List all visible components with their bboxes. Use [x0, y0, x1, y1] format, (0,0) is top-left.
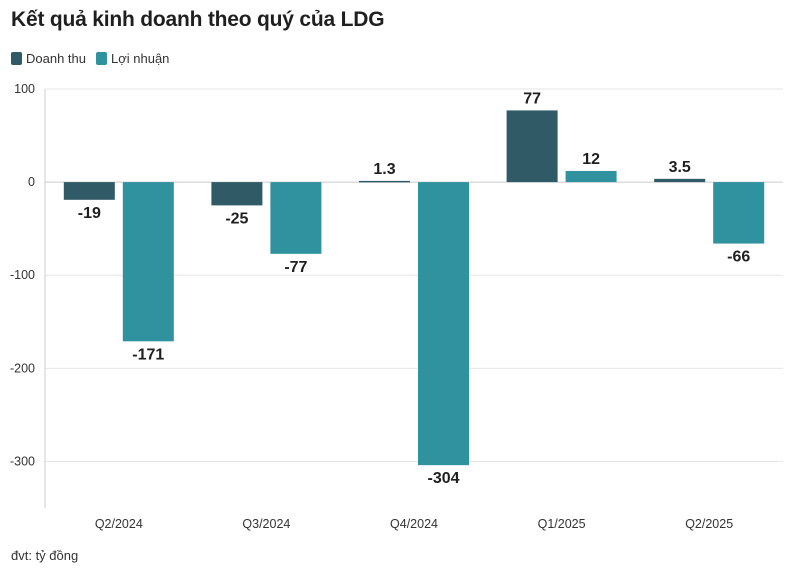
legend-item-loi-nhuan: Lợi nhuận [96, 51, 169, 66]
data-label: -77 [284, 259, 307, 276]
legend-item-doanh-thu: Doanh thu [11, 51, 86, 66]
unit-note: đvt: tỷ đồng [11, 548, 79, 563]
chart-title: Kết quả kinh doanh theo quý của LDG [11, 8, 385, 31]
data-label: 1.3 [373, 161, 395, 178]
bar-loi-nhuan [418, 182, 469, 466]
bar-doanh-thu [359, 180, 410, 183]
x-tick-label: Q3/2024 [242, 517, 290, 531]
bar-loi-nhuan [270, 182, 322, 254]
bar-loi-nhuan [713, 182, 765, 244]
legend-swatch-loi-nhuan [96, 52, 107, 65]
x-tick-label: Q2/2024 [95, 517, 143, 531]
legend-label-doanh-thu: Doanh thu [26, 51, 86, 66]
data-label: 77 [523, 90, 541, 107]
bar-doanh-thu [654, 178, 706, 183]
bar-doanh-thu [63, 182, 115, 200]
bar-loi-nhuan [565, 170, 617, 183]
bar-loi-nhuan [122, 182, 174, 342]
y-tick-label: -300 [10, 454, 35, 468]
x-tick-label: Q2/2025 [685, 517, 733, 531]
data-label: 12 [582, 151, 600, 168]
legend-label-loi-nhuan: Lợi nhuận [111, 51, 170, 66]
data-label: -19 [78, 205, 101, 222]
x-tick-label: Q4/2024 [390, 517, 438, 531]
legend: Doanh thu Lợi nhuận [11, 51, 179, 66]
y-tick-label: -200 [10, 361, 35, 375]
data-label: 3.5 [669, 159, 691, 176]
data-label: -25 [225, 210, 248, 227]
legend-swatch-doanh-thu [11, 52, 22, 65]
x-tick-label: Q1/2025 [538, 517, 586, 531]
bar-doanh-thu [211, 182, 263, 206]
data-label: -304 [427, 470, 459, 487]
y-tick-label: -100 [10, 268, 35, 282]
data-label: -66 [727, 249, 750, 266]
y-tick-label: 0 [28, 175, 35, 189]
bar-doanh-thu [506, 110, 558, 183]
y-tick-label: 100 [14, 82, 35, 96]
bar-chart: 100 0 -100 -200 -300 -19 -171 Q2/2024 -25 -77 Q3/2… [10, 82, 783, 531]
data-label: -171 [132, 346, 164, 363]
